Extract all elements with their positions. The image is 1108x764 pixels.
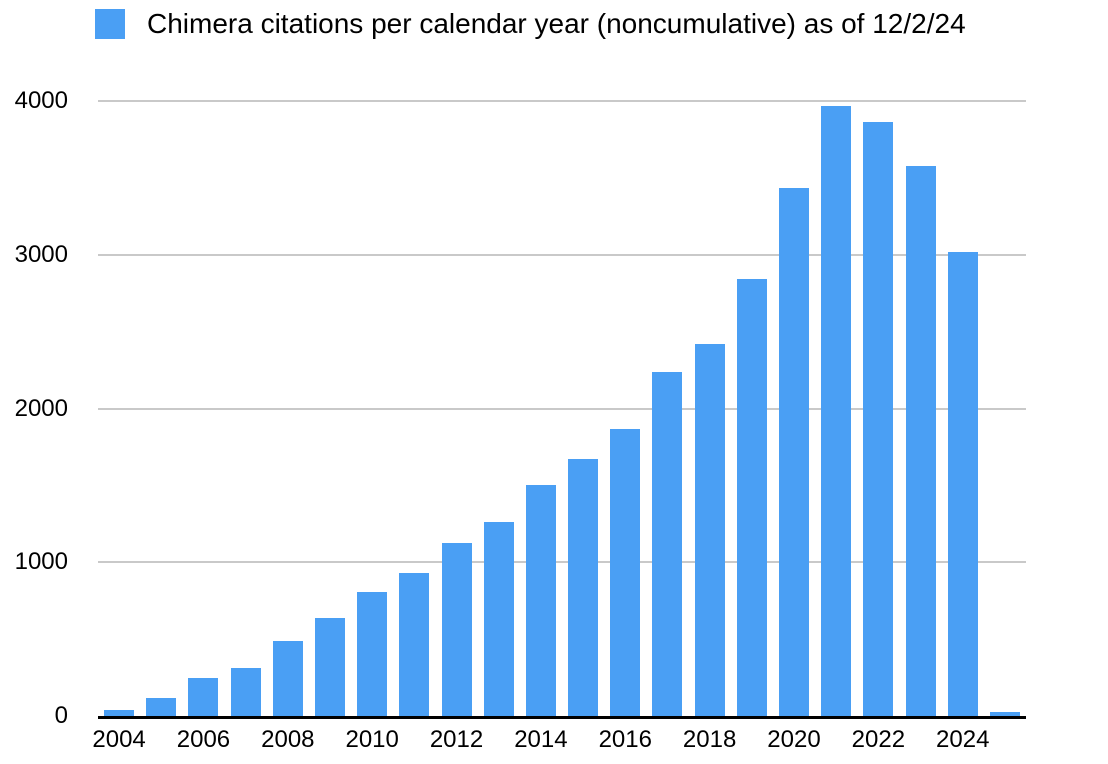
gridline-1000 xyxy=(98,561,1026,564)
bar-2015 xyxy=(568,459,598,716)
bar-2019 xyxy=(737,279,767,716)
bar-2013 xyxy=(484,522,514,716)
legend-swatch-icon xyxy=(95,9,125,39)
x-tick-label-2018: 2018 xyxy=(682,726,737,753)
x-tick-label-2022: 2022 xyxy=(851,726,906,753)
x-tick-label-2012: 2012 xyxy=(429,726,484,753)
y-tick-label-3000: 3000 xyxy=(14,240,68,268)
x-tick-label-2010: 2010 xyxy=(345,726,399,753)
x-tick-label-2024: 2024 xyxy=(936,726,990,753)
bar-2005 xyxy=(146,698,176,716)
bar-2007 xyxy=(231,668,261,716)
bar-2010 xyxy=(357,592,387,716)
bar-2009 xyxy=(315,618,345,716)
bar-2011 xyxy=(399,573,429,716)
chart-title: Chimera citations per calendar year (non… xyxy=(147,8,966,39)
bar-2006 xyxy=(188,678,218,716)
y-tick-label-2000: 2000 xyxy=(14,394,68,422)
bar-2020 xyxy=(779,188,809,716)
x-tick-label-2020: 2020 xyxy=(767,726,821,753)
bar-2024 xyxy=(948,252,978,716)
bar-2016 xyxy=(610,429,640,716)
bar-2014 xyxy=(526,485,556,716)
x-tick-label-2014: 2014 xyxy=(514,726,568,753)
bar-2021 xyxy=(821,106,851,716)
bar-2004 xyxy=(104,710,134,716)
bar-2012 xyxy=(442,543,472,716)
x-tick-label-2016: 2016 xyxy=(598,726,652,753)
bar-2023 xyxy=(906,166,936,716)
x-axis-line xyxy=(98,716,1026,719)
y-tick-label-0: 0 xyxy=(54,702,68,729)
chart-legend: Chimera citations per calendar year (non… xyxy=(95,8,966,40)
x-tick-label-2004: 2004 xyxy=(92,726,146,753)
gridline-4000 xyxy=(98,100,1026,102)
bar-2017 xyxy=(652,372,682,716)
bar-2025 xyxy=(990,712,1020,716)
bar-2022 xyxy=(863,122,893,716)
x-tick-label-2008: 2008 xyxy=(261,726,315,753)
y-tick-label-1000: 1000 xyxy=(14,548,68,576)
x-tick-label-2006: 2006 xyxy=(176,726,231,753)
bar-2008 xyxy=(273,641,303,716)
bar-2018 xyxy=(695,344,725,716)
gridline-3000 xyxy=(98,253,1026,256)
y-tick-label-4000: 4000 xyxy=(14,87,68,114)
gridline-2000 xyxy=(98,407,1026,410)
